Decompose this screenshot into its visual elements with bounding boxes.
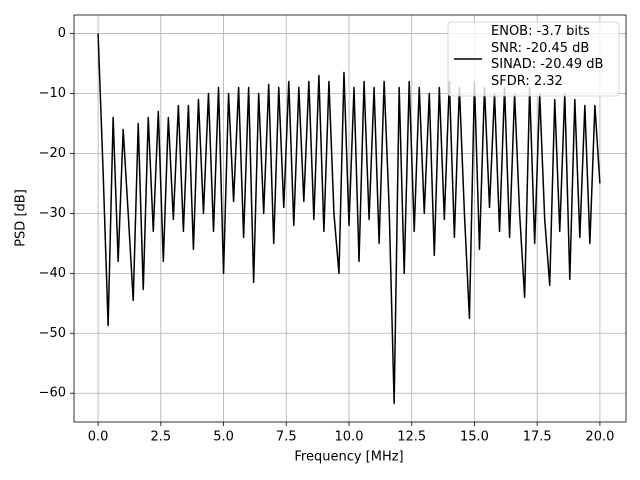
x-tick-label: 12.5 — [397, 430, 426, 445]
x-tick-label: 10.0 — [335, 430, 364, 445]
x-axis-label: Frequency [MHz] — [294, 450, 403, 465]
x-tick-label: 0.0 — [88, 430, 109, 445]
y-tick-label: −40 — [39, 266, 66, 281]
y-tick-label: −50 — [39, 326, 66, 341]
x-tick-label: 20.0 — [585, 430, 614, 445]
y-tick-label: 0 — [58, 26, 66, 41]
y-tick-label: −30 — [39, 206, 66, 221]
y-tick-label: −10 — [39, 86, 66, 101]
legend-label: ENOB: -3.7 bits SNR: -20.45 dB SINAD: -2… — [491, 24, 604, 89]
plot-frame — [73, 14, 627, 423]
legend-box — [447, 21, 620, 97]
x-tick-label: 15.0 — [460, 430, 489, 445]
x-tick-label: 17.5 — [523, 430, 552, 445]
x-tick-label: 5.0 — [213, 430, 234, 445]
x-tick-label: 2.5 — [150, 430, 171, 445]
y-tick-label: −60 — [39, 386, 66, 401]
x-tick-label: 7.5 — [276, 430, 297, 445]
y-tick-label: −20 — [39, 146, 66, 161]
y-axis-label: PSD [dB] — [14, 189, 29, 247]
series-line — [97, 33, 601, 405]
